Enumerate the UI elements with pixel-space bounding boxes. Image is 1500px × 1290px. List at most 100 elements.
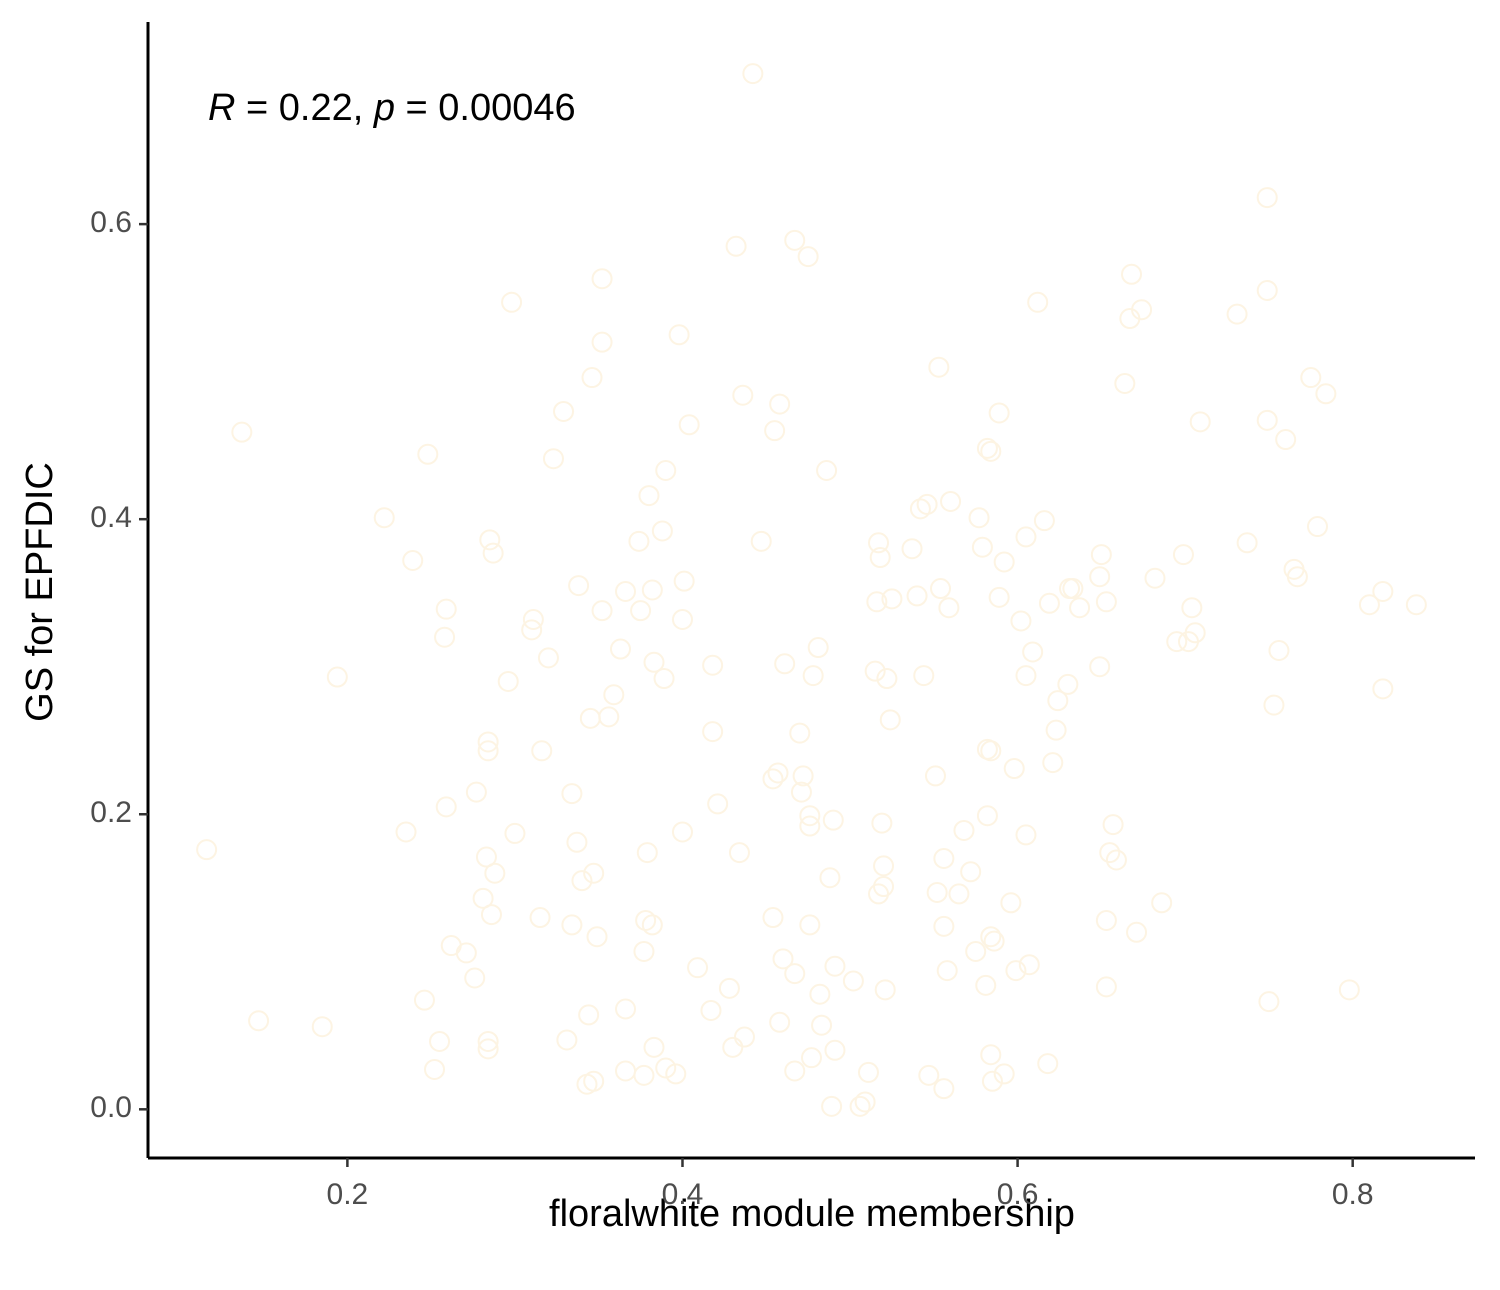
point: [1005, 960, 1027, 982]
point: [971, 536, 993, 558]
point: [1184, 622, 1206, 644]
point: [1286, 566, 1308, 588]
point: [1042, 752, 1064, 774]
point: [718, 977, 740, 999]
point: [1010, 610, 1032, 632]
x-tick-label: 0.4: [662, 1178, 704, 1211]
point: [326, 666, 348, 688]
point: [732, 384, 754, 406]
point: [424, 1058, 446, 1080]
point: [909, 498, 931, 520]
point: [868, 532, 890, 554]
point: [484, 862, 506, 884]
point: [464, 967, 486, 989]
point: [799, 914, 821, 936]
point: [609, 638, 631, 660]
point: [849, 1095, 871, 1117]
point: [504, 822, 526, 844]
point: [413, 989, 435, 1011]
point: [936, 960, 958, 982]
point: [521, 619, 543, 641]
point: [501, 291, 523, 313]
point: [965, 940, 987, 962]
point: [980, 440, 1002, 462]
y-tick-label: 0.4: [90, 501, 132, 534]
point: [926, 881, 948, 903]
point: [1037, 1053, 1059, 1075]
point: [615, 580, 637, 602]
point: [799, 815, 821, 837]
point: [311, 1016, 333, 1038]
point: [854, 1091, 876, 1113]
point: [733, 1026, 755, 1048]
point: [1166, 631, 1188, 653]
point: [762, 907, 784, 929]
point: [1015, 665, 1037, 687]
point: [784, 1060, 806, 1082]
point: [636, 842, 658, 864]
annotation-part: = 0.00046: [395, 87, 576, 129]
point: [816, 459, 838, 481]
point: [1045, 719, 1067, 741]
point: [980, 740, 1002, 762]
point: [671, 609, 693, 631]
point: [556, 1029, 578, 1051]
point: [1358, 594, 1380, 616]
point: [750, 530, 772, 552]
point: [1114, 372, 1136, 394]
point: [801, 1047, 822, 1069]
point: [772, 948, 794, 970]
point: [373, 507, 395, 529]
point: [583, 862, 605, 884]
annotation-part: = 0.22,: [235, 87, 373, 129]
point: [635, 909, 657, 931]
point: [988, 586, 1010, 608]
point: [1089, 656, 1111, 678]
point: [933, 848, 955, 870]
point: [1275, 429, 1297, 451]
point: [561, 783, 583, 805]
annotation-part: R: [208, 87, 235, 129]
point: [807, 637, 829, 659]
point: [874, 979, 896, 1001]
point: [968, 507, 990, 529]
point: [687, 957, 709, 979]
point: [402, 549, 424, 571]
point: [1307, 516, 1329, 538]
point: [1181, 597, 1203, 619]
x-axis-title: floralwhite module membership: [549, 1193, 1075, 1235]
point: [1372, 678, 1394, 700]
point: [1126, 921, 1148, 943]
point: [628, 530, 650, 552]
point: [1263, 694, 1285, 716]
point: [811, 1014, 833, 1036]
point: [702, 654, 724, 676]
point: [824, 1039, 846, 1061]
point: [879, 709, 901, 731]
point: [869, 547, 891, 569]
point: [784, 229, 806, 251]
point: [586, 926, 608, 948]
point: [668, 324, 690, 346]
point: [651, 520, 673, 542]
point: [940, 490, 962, 512]
point: [678, 414, 700, 436]
point: [868, 883, 890, 905]
point: [975, 974, 997, 996]
point: [725, 235, 747, 257]
point: [638, 485, 660, 507]
point: [472, 887, 494, 909]
point: [866, 591, 888, 613]
point: [1189, 411, 1211, 433]
point: [819, 867, 841, 889]
x-tick-label: 0.2: [327, 1178, 369, 1211]
point: [1315, 383, 1337, 405]
point: [465, 781, 487, 803]
annotation-part: p: [373, 87, 395, 129]
point: [821, 1095, 843, 1117]
point: [542, 448, 564, 470]
point: [930, 578, 952, 600]
point: [1069, 597, 1091, 619]
